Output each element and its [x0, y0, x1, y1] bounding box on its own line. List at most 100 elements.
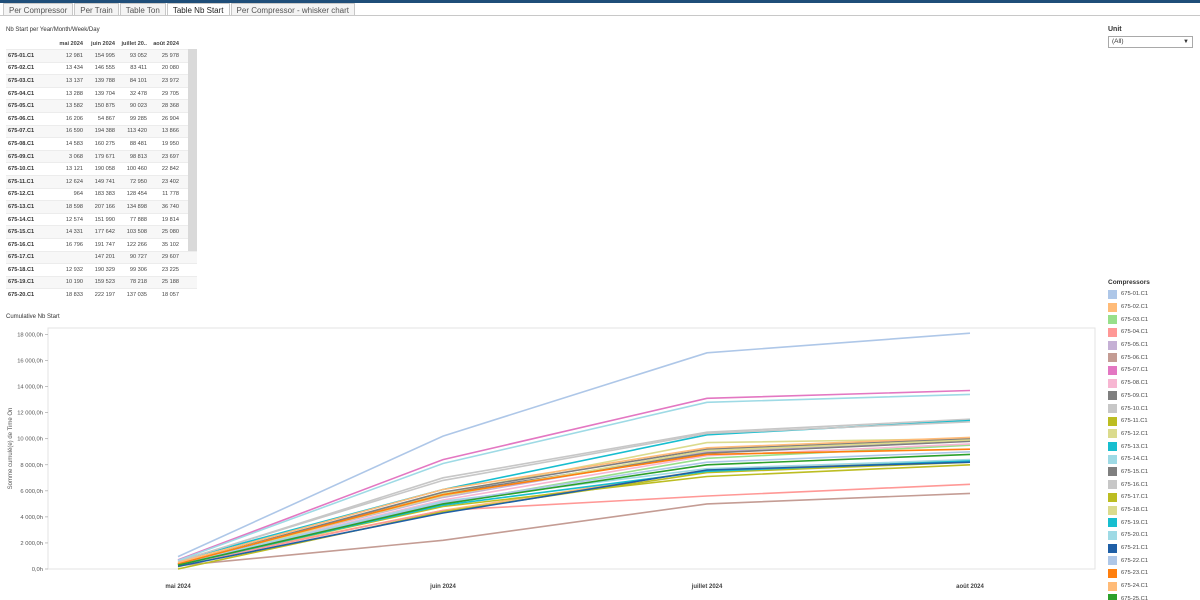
table-cell: 190 329	[94, 266, 115, 273]
row-unit-label: 675-20.C1	[8, 292, 35, 299]
table-cell: 159 523	[94, 279, 115, 286]
legend-label: 675-07.C1	[1121, 367, 1149, 374]
series-line	[177, 451, 971, 566]
y-tick-label: 16 000,0h	[17, 359, 43, 365]
table-row[interactable]: 675-14.C1 12 574 151 990 77 888 19 814	[6, 212, 197, 226]
table-cell: 29 607	[161, 254, 179, 261]
legend-item[interactable]: 675-23.C1	[1108, 567, 1198, 580]
row-unit-label: 675-16.C1	[8, 241, 35, 248]
table-cell: 29 705	[161, 90, 179, 97]
legend-item[interactable]: 675-02.C1	[1108, 301, 1198, 314]
tab-table-nb-start[interactable]: Table Nb Start	[166, 3, 230, 16]
table-row[interactable]: 675-13.C1 18 598 207 166 134 898 36 740	[6, 200, 197, 213]
table-row[interactable]: 675-10.C1 13 121 190 058 100 460 22 842	[6, 162, 197, 175]
legend-label: 675-13.C1	[1121, 443, 1149, 450]
table-cell: 191 747	[94, 241, 115, 248]
column-header[interactable]: juin 2024	[91, 40, 115, 47]
row-unit-label: 675-17.C1	[8, 254, 35, 261]
series-line	[177, 437, 971, 565]
table-row[interactable]: 675-07.C1 16 590 194 388 113 420 13 866	[6, 124, 197, 138]
legend-item[interactable]: 675-11.C1	[1108, 415, 1198, 428]
row-unit-label: 675-18.C1	[8, 266, 35, 273]
table-row[interactable]: 675-06.C1 16 206 54 867 99 285 26 904	[6, 111, 197, 125]
legend-item[interactable]: 675-10.C1	[1108, 402, 1198, 415]
table-cell: 90 023	[129, 103, 147, 110]
legend-label: 675-05.C1	[1121, 342, 1149, 349]
legend: 675-01.C1 675-02.C1 675-03.C1 675-04.C1 675-…	[1108, 288, 1198, 600]
table-cell: 36 740	[161, 203, 179, 210]
legend-swatch	[1108, 556, 1117, 566]
table-cell: 13 288	[65, 90, 83, 97]
tab-per-compressor[interactable]: Per Compressor	[3, 3, 74, 16]
table-cell: 26 904	[161, 115, 179, 122]
table-row[interactable]: 675-20.C1 18 833 222 197 137 035 18 057	[6, 288, 197, 301]
table-cell: 10 190	[65, 279, 83, 286]
legend-label: 675-02.C1	[1121, 304, 1149, 311]
table-row[interactable]: 675-11.C1 12 624 149 741 72 950 23 402	[6, 174, 197, 188]
legend-label: 675-17.C1	[1121, 494, 1149, 501]
legend-item[interactable]: 675-13.C1	[1108, 440, 1198, 453]
table-row[interactable]: 675-17.C1 147 201 90 727 29 607	[6, 250, 197, 264]
tab-bar: Per Compressor Per Train Table Ton Table…	[3, 3, 356, 16]
tab-per-compressor-whisker[interactable]: Per Compressor - whisker chart	[230, 3, 356, 16]
legend-swatch	[1108, 492, 1117, 502]
table-cell: 12 981	[65, 52, 83, 59]
table-cell: 12 574	[65, 216, 83, 223]
legend-item[interactable]: 675-15.C1	[1108, 466, 1198, 479]
legend-item[interactable]: 675-17.C1	[1108, 491, 1198, 504]
table-cell: 100 460	[126, 166, 147, 173]
legend-item[interactable]: 675-06.C1	[1108, 351, 1198, 364]
legend-item[interactable]: 675-01.C1	[1108, 288, 1198, 301]
legend-item[interactable]: 675-08.C1	[1108, 377, 1198, 390]
legend-item[interactable]: 675-14.C1	[1108, 453, 1198, 466]
column-header[interactable]: août 2024	[153, 40, 179, 47]
table-cell: 11 778	[162, 191, 179, 198]
tab-table-ton[interactable]: Table Ton	[119, 3, 166, 16]
table-row[interactable]: 675-02.C1 13 434 146 555 83 411 20 080	[6, 61, 197, 75]
legend-item[interactable]: 675-19.C1	[1108, 516, 1198, 529]
legend-item[interactable]: 675-18.C1	[1108, 504, 1198, 517]
table-row[interactable]: 675-12.C1 964 183 383 128 454 11 778	[6, 187, 197, 201]
table-scrollbar[interactable]	[188, 49, 197, 251]
table-cell: 99 306	[129, 266, 147, 273]
table-row[interactable]: 675-16.C1 16 796 191 747 122 266 35 102	[6, 237, 197, 251]
unit-filter-dropdown[interactable]: (All) ▼	[1108, 36, 1193, 48]
series-line	[177, 421, 971, 562]
table-row[interactable]: 675-01.C1 12 981 154 995 93 052 25 978	[6, 49, 197, 62]
table-row[interactable]: 675-08.C1 14 583 160 275 88 481 19 950	[6, 137, 197, 150]
column-header[interactable]: juillet 20..	[121, 40, 148, 47]
y-tick-label: 12 000,0h	[17, 411, 43, 417]
legend-item[interactable]: 675-25.C1	[1108, 593, 1198, 600]
legend-item[interactable]: 675-22.C1	[1108, 554, 1198, 567]
table-row[interactable]: 675-03.C1 13 137 139 788 84 101 23 972	[6, 74, 197, 87]
table-row[interactable]: 675-09.C1 3 068 179 671 98 813 23 697	[6, 149, 197, 163]
legend-swatch	[1108, 454, 1117, 464]
table-row[interactable]: 675-18.C1 12 932 190 329 99 306 23 225	[6, 263, 197, 276]
table-cell: 149 741	[94, 178, 115, 185]
table-row[interactable]: 675-04.C1 13 288 139 704 32 478 29 705	[6, 86, 197, 100]
legend-item[interactable]: 675-05.C1	[1108, 339, 1198, 352]
table-row[interactable]: 675-05.C1 13 582 150 875 90 023 28 368	[6, 99, 197, 112]
legend-item[interactable]: 675-21.C1	[1108, 542, 1198, 555]
y-tick-label: 0,0h	[32, 567, 43, 573]
legend-item[interactable]: 675-04.C1	[1108, 326, 1198, 339]
table-row[interactable]: 675-19.C1 10 190 159 523 78 218 25 188	[6, 275, 197, 289]
table-cell: 90 727	[129, 254, 147, 261]
legend-item[interactable]: 675-16.C1	[1108, 478, 1198, 491]
legend-item[interactable]: 675-24.C1	[1108, 580, 1198, 593]
tab-per-train[interactable]: Per Train	[74, 3, 119, 16]
table-cell: 147 201	[94, 254, 115, 261]
table-cell: 13 866	[161, 128, 179, 135]
legend-item[interactable]: 675-09.C1	[1108, 390, 1198, 403]
legend-item[interactable]: 675-07.C1	[1108, 364, 1198, 377]
column-header[interactable]: mai 2024	[59, 40, 83, 47]
legend-swatch	[1108, 581, 1117, 591]
legend-item[interactable]: 675-12.C1	[1108, 428, 1198, 441]
row-unit-label: 675-10.C1	[8, 166, 35, 173]
table-row[interactable]: 675-15.C1 14 331 177 642 103 508 25 080	[6, 225, 197, 238]
legend-item[interactable]: 675-20.C1	[1108, 529, 1198, 542]
legend-label: 675-03.C1	[1121, 316, 1149, 323]
legend-item[interactable]: 675-03.C1	[1108, 313, 1198, 326]
table-cell: 150 875	[94, 103, 115, 110]
legend-swatch	[1108, 391, 1117, 401]
